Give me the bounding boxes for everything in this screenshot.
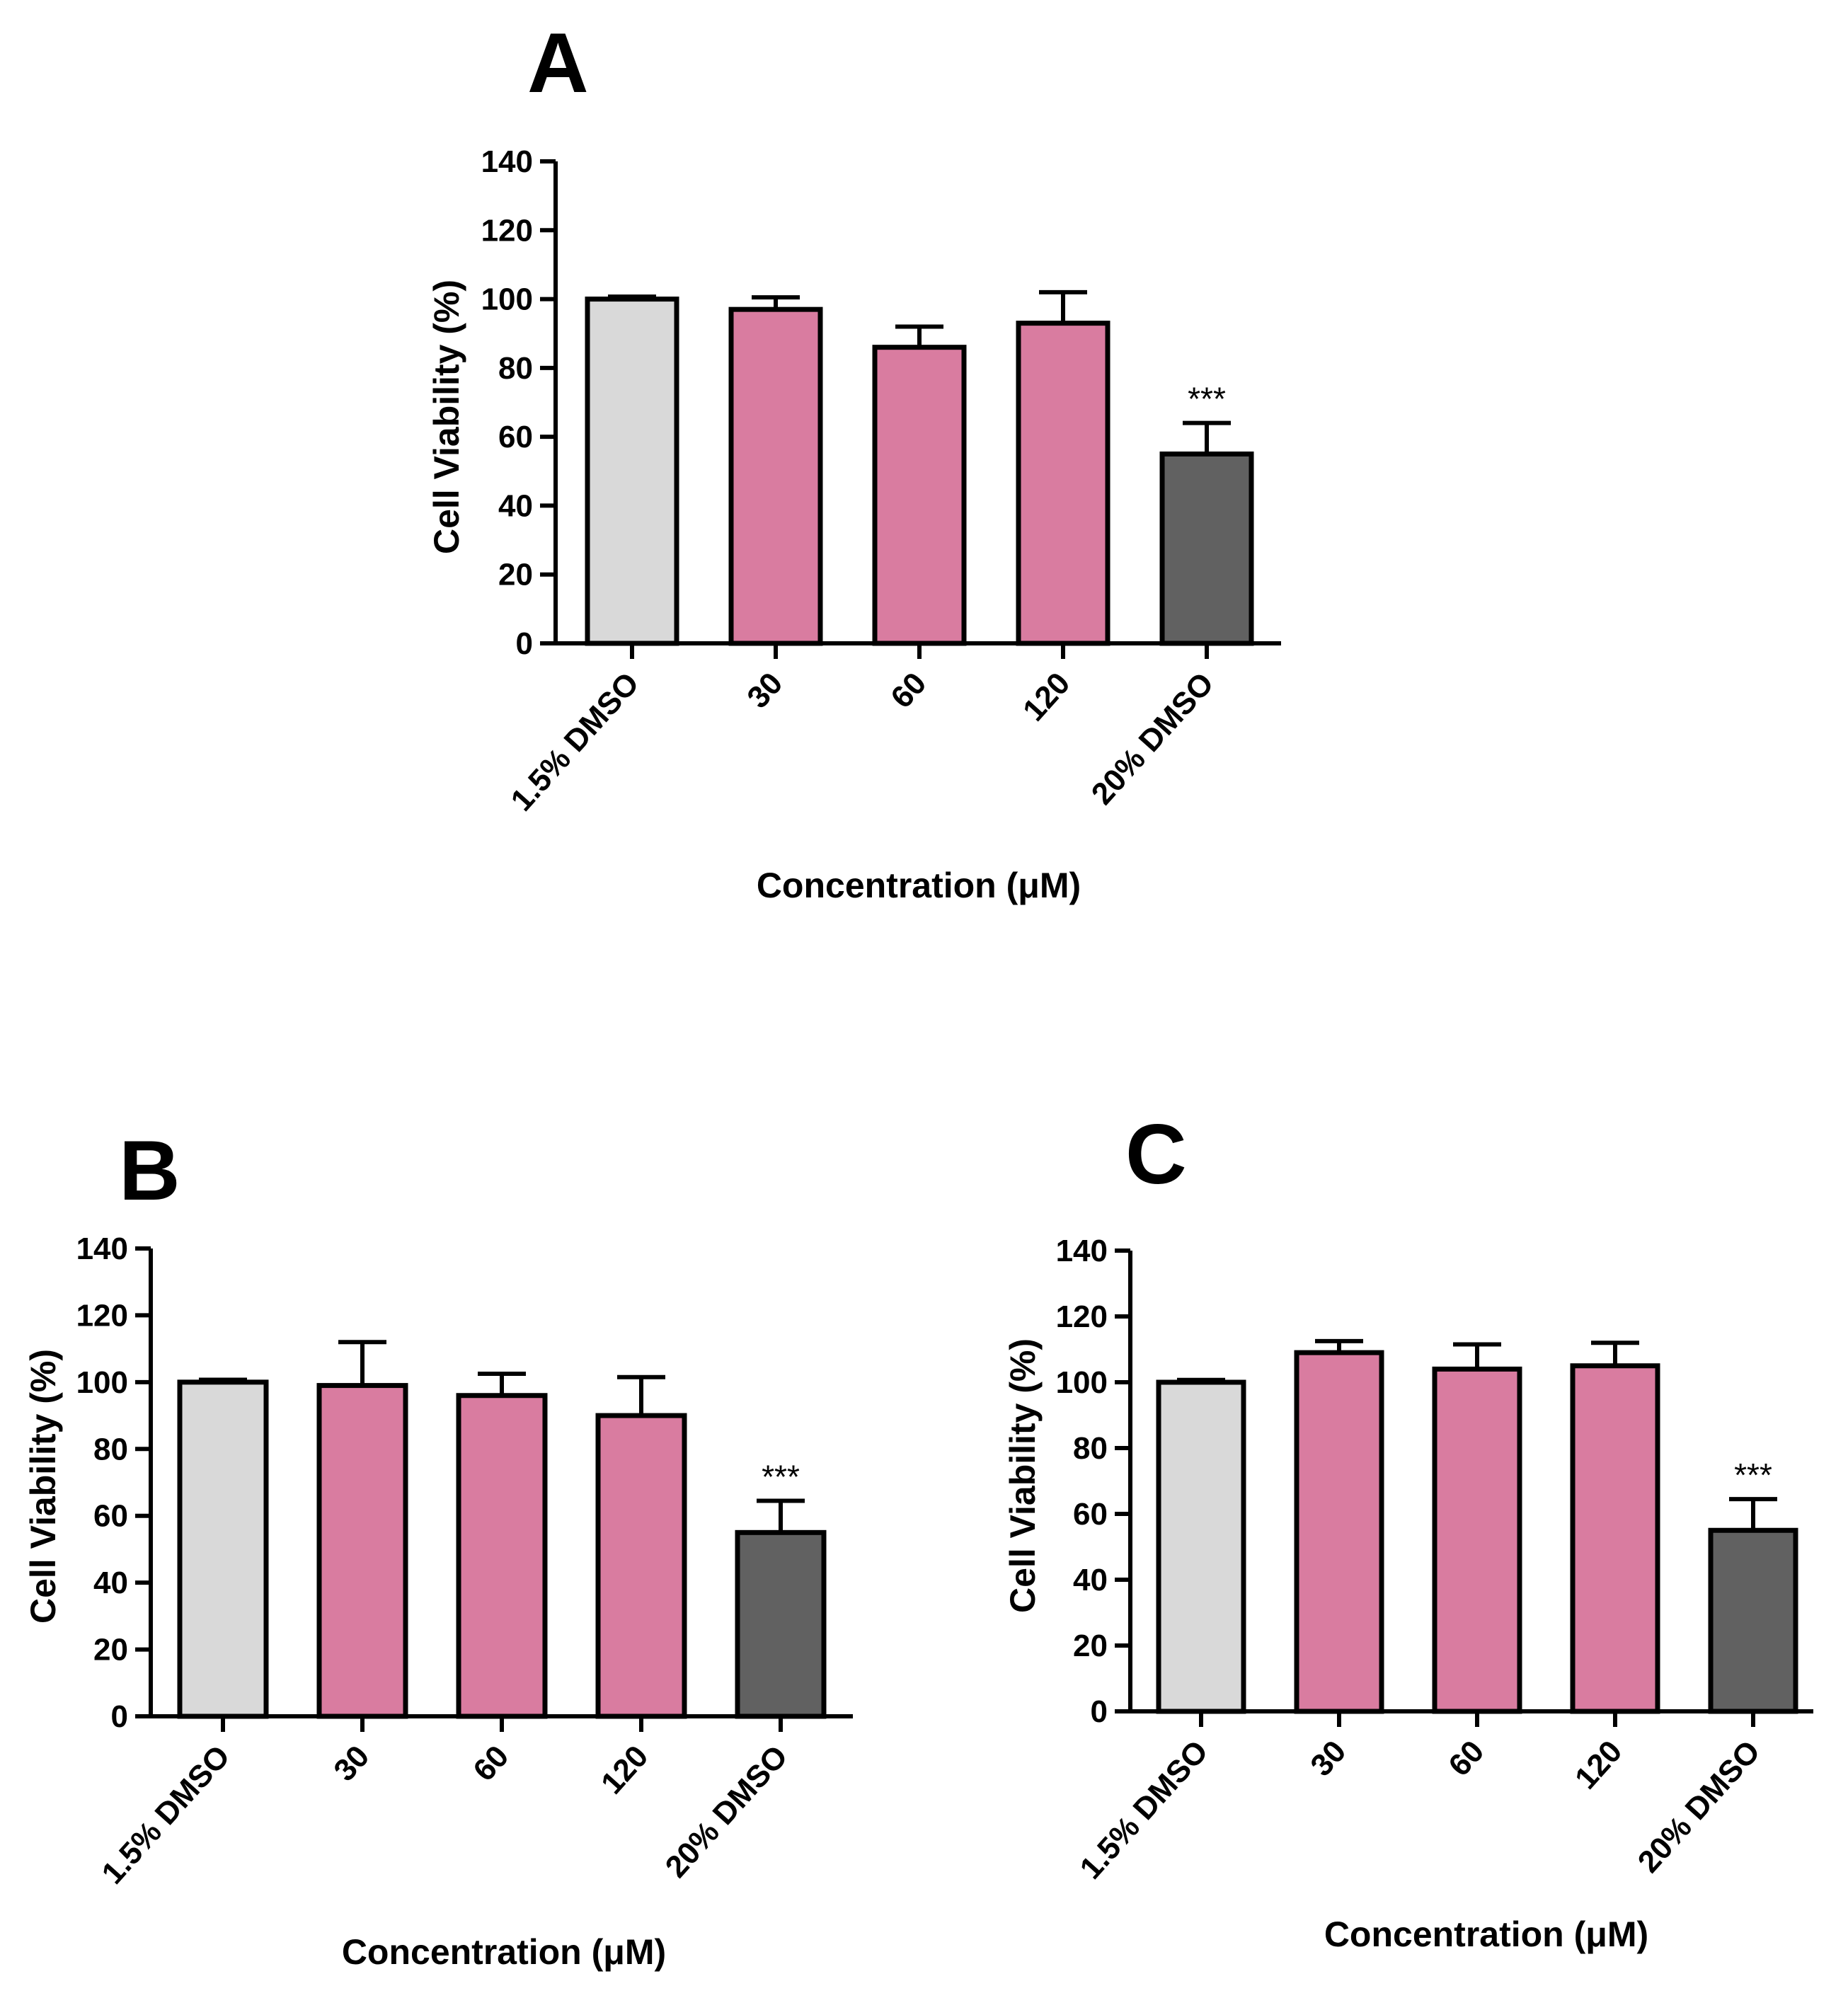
y-tick-label: 100 bbox=[76, 1365, 128, 1400]
y-tick-label: 140 bbox=[481, 144, 533, 179]
panel-b: B 0 20 40 60 80 100 120 140 1.5% DMSO 30 60 120 *** 2… bbox=[23, 1123, 853, 1972]
y-axis-title: Cell Viability (%) bbox=[427, 280, 466, 554]
y-tick-label: 20 bbox=[1073, 1629, 1108, 1663]
bar bbox=[1016, 321, 1110, 646]
x-tick-label: 20% DMSO bbox=[659, 1739, 795, 1884]
y-tick-label: 20 bbox=[93, 1633, 128, 1667]
y-tick-label: 100 bbox=[481, 282, 533, 317]
x-axis-title: Concentration (μM) bbox=[342, 1932, 666, 1972]
x-axis-title: Concentration (μM) bbox=[1324, 1914, 1648, 1954]
y-tick-label: 40 bbox=[1073, 1563, 1108, 1597]
bar bbox=[872, 345, 967, 646]
y-tick-label: 140 bbox=[1056, 1234, 1108, 1268]
x-axis-title: Concentration (μM) bbox=[757, 866, 1081, 905]
y-tick-label: 80 bbox=[498, 351, 533, 386]
y-tick-label: 120 bbox=[481, 213, 533, 248]
x-tick-label: 30 bbox=[1304, 1734, 1353, 1783]
x-tick-label: 60 bbox=[884, 666, 933, 715]
x-tick-label: 1.5% DMSO bbox=[1073, 1734, 1215, 1885]
bar bbox=[735, 1529, 827, 1719]
y-axis-title: Cell Viability (%) bbox=[1003, 1338, 1043, 1613]
bar bbox=[456, 1393, 548, 1719]
bar bbox=[1159, 451, 1254, 646]
panel-c: C 0 20 40 60 80 100 120 140 1.5% DMSO 30 60 120 *** 2… bbox=[1003, 1107, 1813, 1954]
y-tick-label: 60 bbox=[1073, 1497, 1108, 1532]
x-tick-label: 60 bbox=[466, 1739, 515, 1788]
bar bbox=[1570, 1363, 1660, 1714]
bar bbox=[177, 1379, 269, 1719]
bar bbox=[728, 306, 823, 646]
significance-label: *** bbox=[1188, 381, 1226, 418]
y-tick-label: 60 bbox=[498, 420, 533, 454]
x-tick-label: 60 bbox=[1442, 1734, 1491, 1783]
x-tick-label: 20% DMSO bbox=[1085, 666, 1221, 811]
y-tick-label: 0 bbox=[1091, 1694, 1108, 1729]
significance-label: *** bbox=[762, 1458, 800, 1495]
x-tick-label: 120 bbox=[1016, 666, 1077, 728]
y-tick-label: 40 bbox=[498, 488, 533, 523]
x-tick-label: 1.5% DMSO bbox=[95, 1739, 236, 1890]
y-tick-label: 80 bbox=[1073, 1431, 1108, 1466]
bar bbox=[1294, 1350, 1384, 1714]
plot-area: 0 20 40 60 80 100 120 140 1.5% DMSO 30 60 120 *** 20%… bbox=[481, 144, 1281, 817]
y-tick-label: 40 bbox=[93, 1566, 128, 1600]
y-tick-label: 80 bbox=[93, 1432, 128, 1466]
y-tick-label: 120 bbox=[1056, 1299, 1108, 1334]
x-tick-label: 20% DMSO bbox=[1631, 1734, 1767, 1879]
y-tick-label: 100 bbox=[1056, 1365, 1108, 1400]
y-axis-title: Cell Viability (%) bbox=[23, 1349, 63, 1624]
plot-area: 0 20 40 60 80 100 120 140 1.5% DMSO 30 60 120 *** 20%… bbox=[76, 1231, 853, 1890]
y-tick-label: 140 bbox=[76, 1231, 128, 1266]
bar bbox=[1432, 1366, 1522, 1714]
panel-label: A bbox=[527, 16, 589, 110]
significance-label: *** bbox=[1734, 1457, 1772, 1493]
y-tick-label: 0 bbox=[111, 1699, 128, 1734]
bar bbox=[585, 297, 679, 646]
y-tick-label: 20 bbox=[498, 558, 533, 592]
x-tick-label: 30 bbox=[740, 666, 789, 715]
panel-a: A 0 20 40 60 80 100 120 140 1.5% DMSO 30 60 120 *** 2… bbox=[427, 16, 1281, 905]
x-tick-label: 30 bbox=[327, 1739, 376, 1788]
bar bbox=[595, 1413, 687, 1719]
y-tick-label: 120 bbox=[76, 1298, 128, 1333]
bar bbox=[1156, 1379, 1246, 1714]
bar bbox=[316, 1383, 408, 1719]
panel-label: B bbox=[119, 1123, 180, 1218]
y-tick-label: 0 bbox=[516, 626, 533, 661]
plot-area: 0 20 40 60 80 100 120 140 1.5% DMSO 30 60 120 *** 20%… bbox=[1056, 1234, 1813, 1885]
x-tick-label: 1.5% DMSO bbox=[504, 666, 645, 817]
y-tick-label: 60 bbox=[93, 1499, 128, 1534]
bar bbox=[1708, 1527, 1798, 1714]
x-tick-label: 120 bbox=[595, 1739, 655, 1801]
x-tick-label: 120 bbox=[1568, 1734, 1629, 1796]
panel-label: C bbox=[1125, 1107, 1187, 1202]
